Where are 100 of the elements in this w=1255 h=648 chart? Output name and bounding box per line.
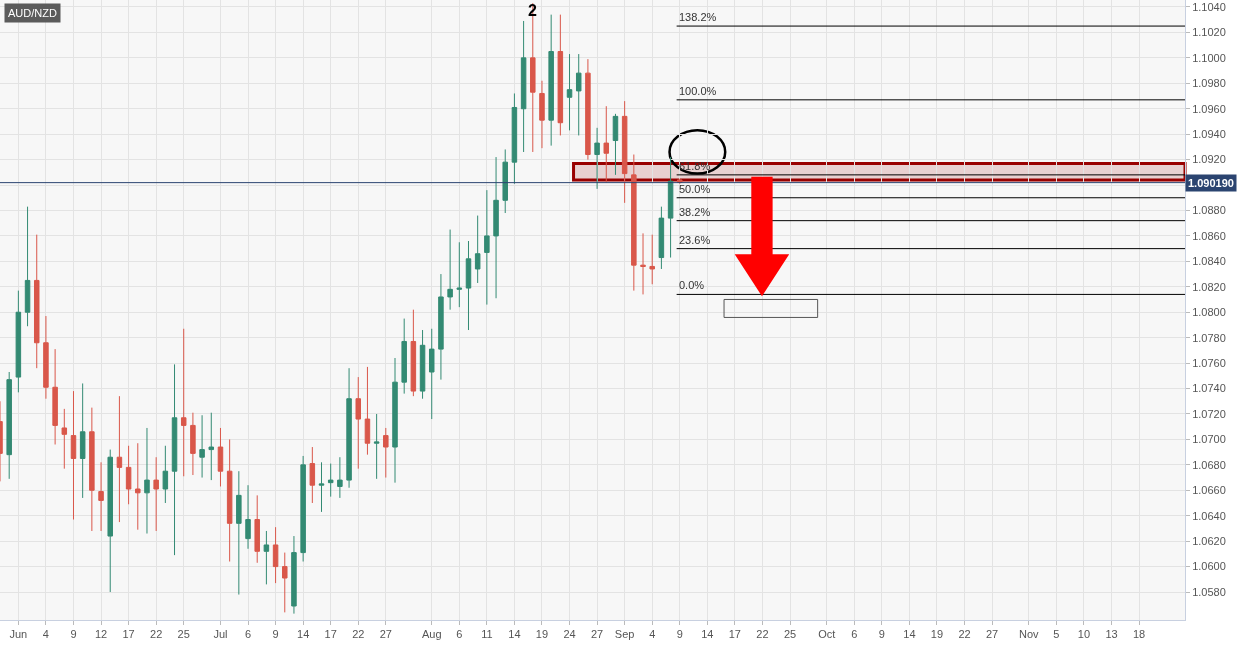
x-tick-label: 13 (1105, 628, 1118, 641)
x-tick-label: 4 (649, 628, 656, 641)
x-tick-label: Sep (614, 628, 635, 641)
x-tick-label: 22 (958, 628, 971, 641)
x-tick-label: 12 (94, 628, 108, 641)
candlestick (24, 206, 31, 327)
candlestick (337, 456, 343, 499)
candlestick (327, 463, 334, 498)
x-tick-label: 25 (783, 628, 797, 641)
candlestick (125, 445, 132, 505)
candlestick (208, 412, 215, 481)
candlestick (438, 273, 444, 381)
x-tick-label: 14 (903, 628, 916, 641)
candlestick (116, 395, 123, 523)
candlestick (603, 105, 610, 183)
candlestick (89, 407, 95, 532)
x-tick-label: 5 (1053, 628, 1060, 641)
x-tick-label: 4 (42, 628, 49, 641)
candlestick (658, 206, 665, 270)
y-tick-label: 1.0820 (1192, 280, 1226, 293)
candlestick (585, 58, 591, 161)
x-tick-label: 9 (878, 628, 885, 641)
candlestick (318, 461, 325, 513)
candlestick (383, 427, 389, 479)
candlestick (401, 318, 407, 395)
candlestick (144, 427, 150, 535)
candlestick (502, 148, 508, 214)
candlestick (6, 371, 12, 480)
x-tick-label: 27 (379, 628, 392, 641)
candlestick (419, 329, 426, 400)
x-tick-label: Nov (1019, 628, 1040, 641)
candlestick (162, 445, 169, 504)
candlestick (33, 234, 40, 369)
annotation: 0.0% (679, 279, 705, 291)
candlestick (612, 113, 619, 176)
annotation: 138.2% (679, 11, 717, 23)
candlestick (631, 154, 637, 292)
x-tick-label: 22 (150, 628, 163, 641)
candlestick (180, 328, 187, 477)
x-tick-label: 27 (590, 628, 604, 641)
candlestick (254, 494, 260, 564)
candlestick (43, 315, 49, 400)
candlestick (107, 449, 113, 593)
candlestick (217, 427, 224, 487)
x-tick-label: 19 (930, 628, 944, 641)
candlestick (594, 127, 600, 190)
candlestick (484, 189, 490, 306)
x-tick-label: Jun (9, 628, 28, 641)
x-tick-label: 24 (563, 628, 576, 641)
y-tick-label: 1.0600 (1192, 560, 1226, 573)
y-tick-label: 1.0960 (1192, 102, 1226, 115)
candlestick (309, 446, 316, 504)
candlestick (79, 382, 86, 499)
candlestick (557, 14, 564, 136)
x-tick-label: 18 (1132, 628, 1146, 641)
candlestick (539, 80, 545, 149)
y-tick-label: 1.1000 (1192, 51, 1226, 64)
x-tick-label: 11 (481, 628, 493, 641)
y-tick-label: 1.0740 (1192, 382, 1226, 395)
candlestick (530, 2, 536, 153)
candlestick (98, 461, 104, 532)
candlestick (566, 53, 573, 131)
y-tick-label: 1.0700 (1192, 433, 1226, 446)
y-tick-label: 1.0640 (1192, 509, 1226, 522)
candlestick (373, 413, 380, 480)
candlestick (263, 530, 270, 585)
candlestick (447, 229, 453, 311)
x-tick-label: 14 (508, 628, 521, 641)
candlestick (474, 215, 481, 284)
candlestick (465, 240, 472, 331)
candlestick (291, 535, 297, 615)
x-tick-label: Oct (818, 628, 836, 641)
candlestick (70, 390, 77, 521)
x-tick-label: 9 (272, 628, 279, 641)
candlestick (61, 408, 68, 470)
candlestick (520, 20, 527, 153)
y-tick-label: 1.0860 (1192, 229, 1226, 242)
y-tick-label: 1.0800 (1192, 306, 1226, 319)
candlestick (300, 455, 306, 562)
candlestick (548, 14, 554, 147)
x-tick-label: 14 (297, 628, 310, 641)
x-tick-label: Aug (421, 628, 442, 641)
x-tick-label: Jul (213, 628, 228, 641)
candlestick (621, 100, 628, 204)
candlestick (236, 470, 242, 596)
ref-line-label: 1.090190 (1188, 177, 1234, 189)
candlestick (649, 234, 655, 285)
candlestick (52, 348, 58, 445)
text: AUD/NZD (8, 7, 57, 19)
candlestick (428, 328, 435, 420)
y-tick-label: 1.0720 (1192, 407, 1226, 420)
y-tick-label: 1.0940 (1192, 128, 1226, 141)
candlestick (667, 156, 674, 259)
candlestick (392, 357, 398, 484)
x-tick-label: 6 (456, 628, 463, 641)
candlestick (410, 309, 417, 397)
x-tick-label: 10 (1077, 628, 1091, 641)
x-tick-label: 25 (177, 628, 190, 641)
candlestick (199, 414, 205, 479)
x-tick-label: 22 (756, 628, 769, 641)
